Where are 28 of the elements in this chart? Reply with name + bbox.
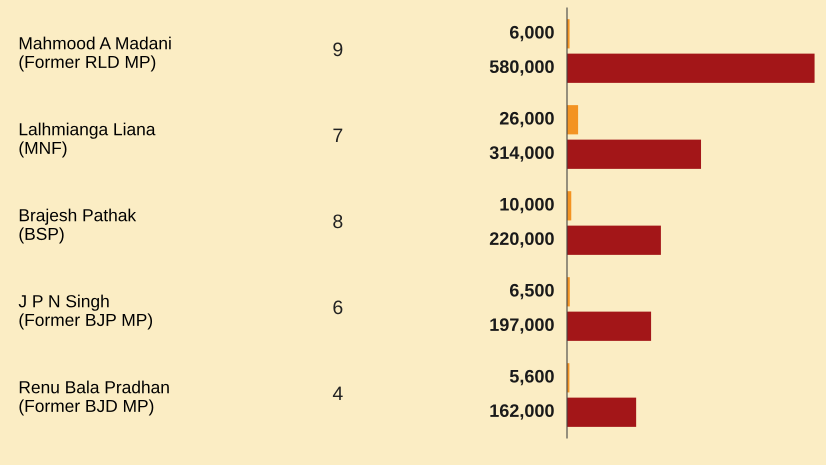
text: 9 <box>333 42 342 56</box>
text: 8 <box>333 214 342 228</box>
text: 6 <box>333 300 342 314</box>
y-tick-label: J P N Singh (Former BJP MP) <box>18 294 152 330</box>
data-label: 5,600 <box>510 370 554 386</box>
bar <box>567 54 815 83</box>
data-label: 314,000 <box>490 146 554 162</box>
bar <box>567 226 661 255</box>
bar <box>567 105 578 134</box>
data-label: 6,000 <box>510 26 554 42</box>
data-label: 220,000 <box>490 232 554 248</box>
y-tick-label: Renu Bala Pradhan (Former BJD MP) <box>19 380 169 416</box>
y-tick-label: Lalhmianga Liana (MNF) <box>19 122 156 158</box>
y-tick-label: Mahmood A Madani (Former RLD MP) <box>19 36 171 72</box>
data-label: 6,500 <box>510 284 554 300</box>
data-label: 580,000 <box>490 60 554 76</box>
text: 7 <box>333 128 342 142</box>
bar <box>567 277 570 306</box>
data-label: 197,000 <box>490 318 554 334</box>
text: 4 <box>332 386 343 400</box>
data-label: 162,000 <box>490 404 554 420</box>
bar <box>567 312 652 341</box>
bar <box>567 140 702 169</box>
data-label: 26,000 <box>500 112 554 128</box>
data-label: 10,000 <box>500 198 554 214</box>
bar <box>567 398 636 427</box>
bar <box>567 191 572 220</box>
y-tick-label: Brajesh Pathak (BSP) <box>19 208 136 244</box>
